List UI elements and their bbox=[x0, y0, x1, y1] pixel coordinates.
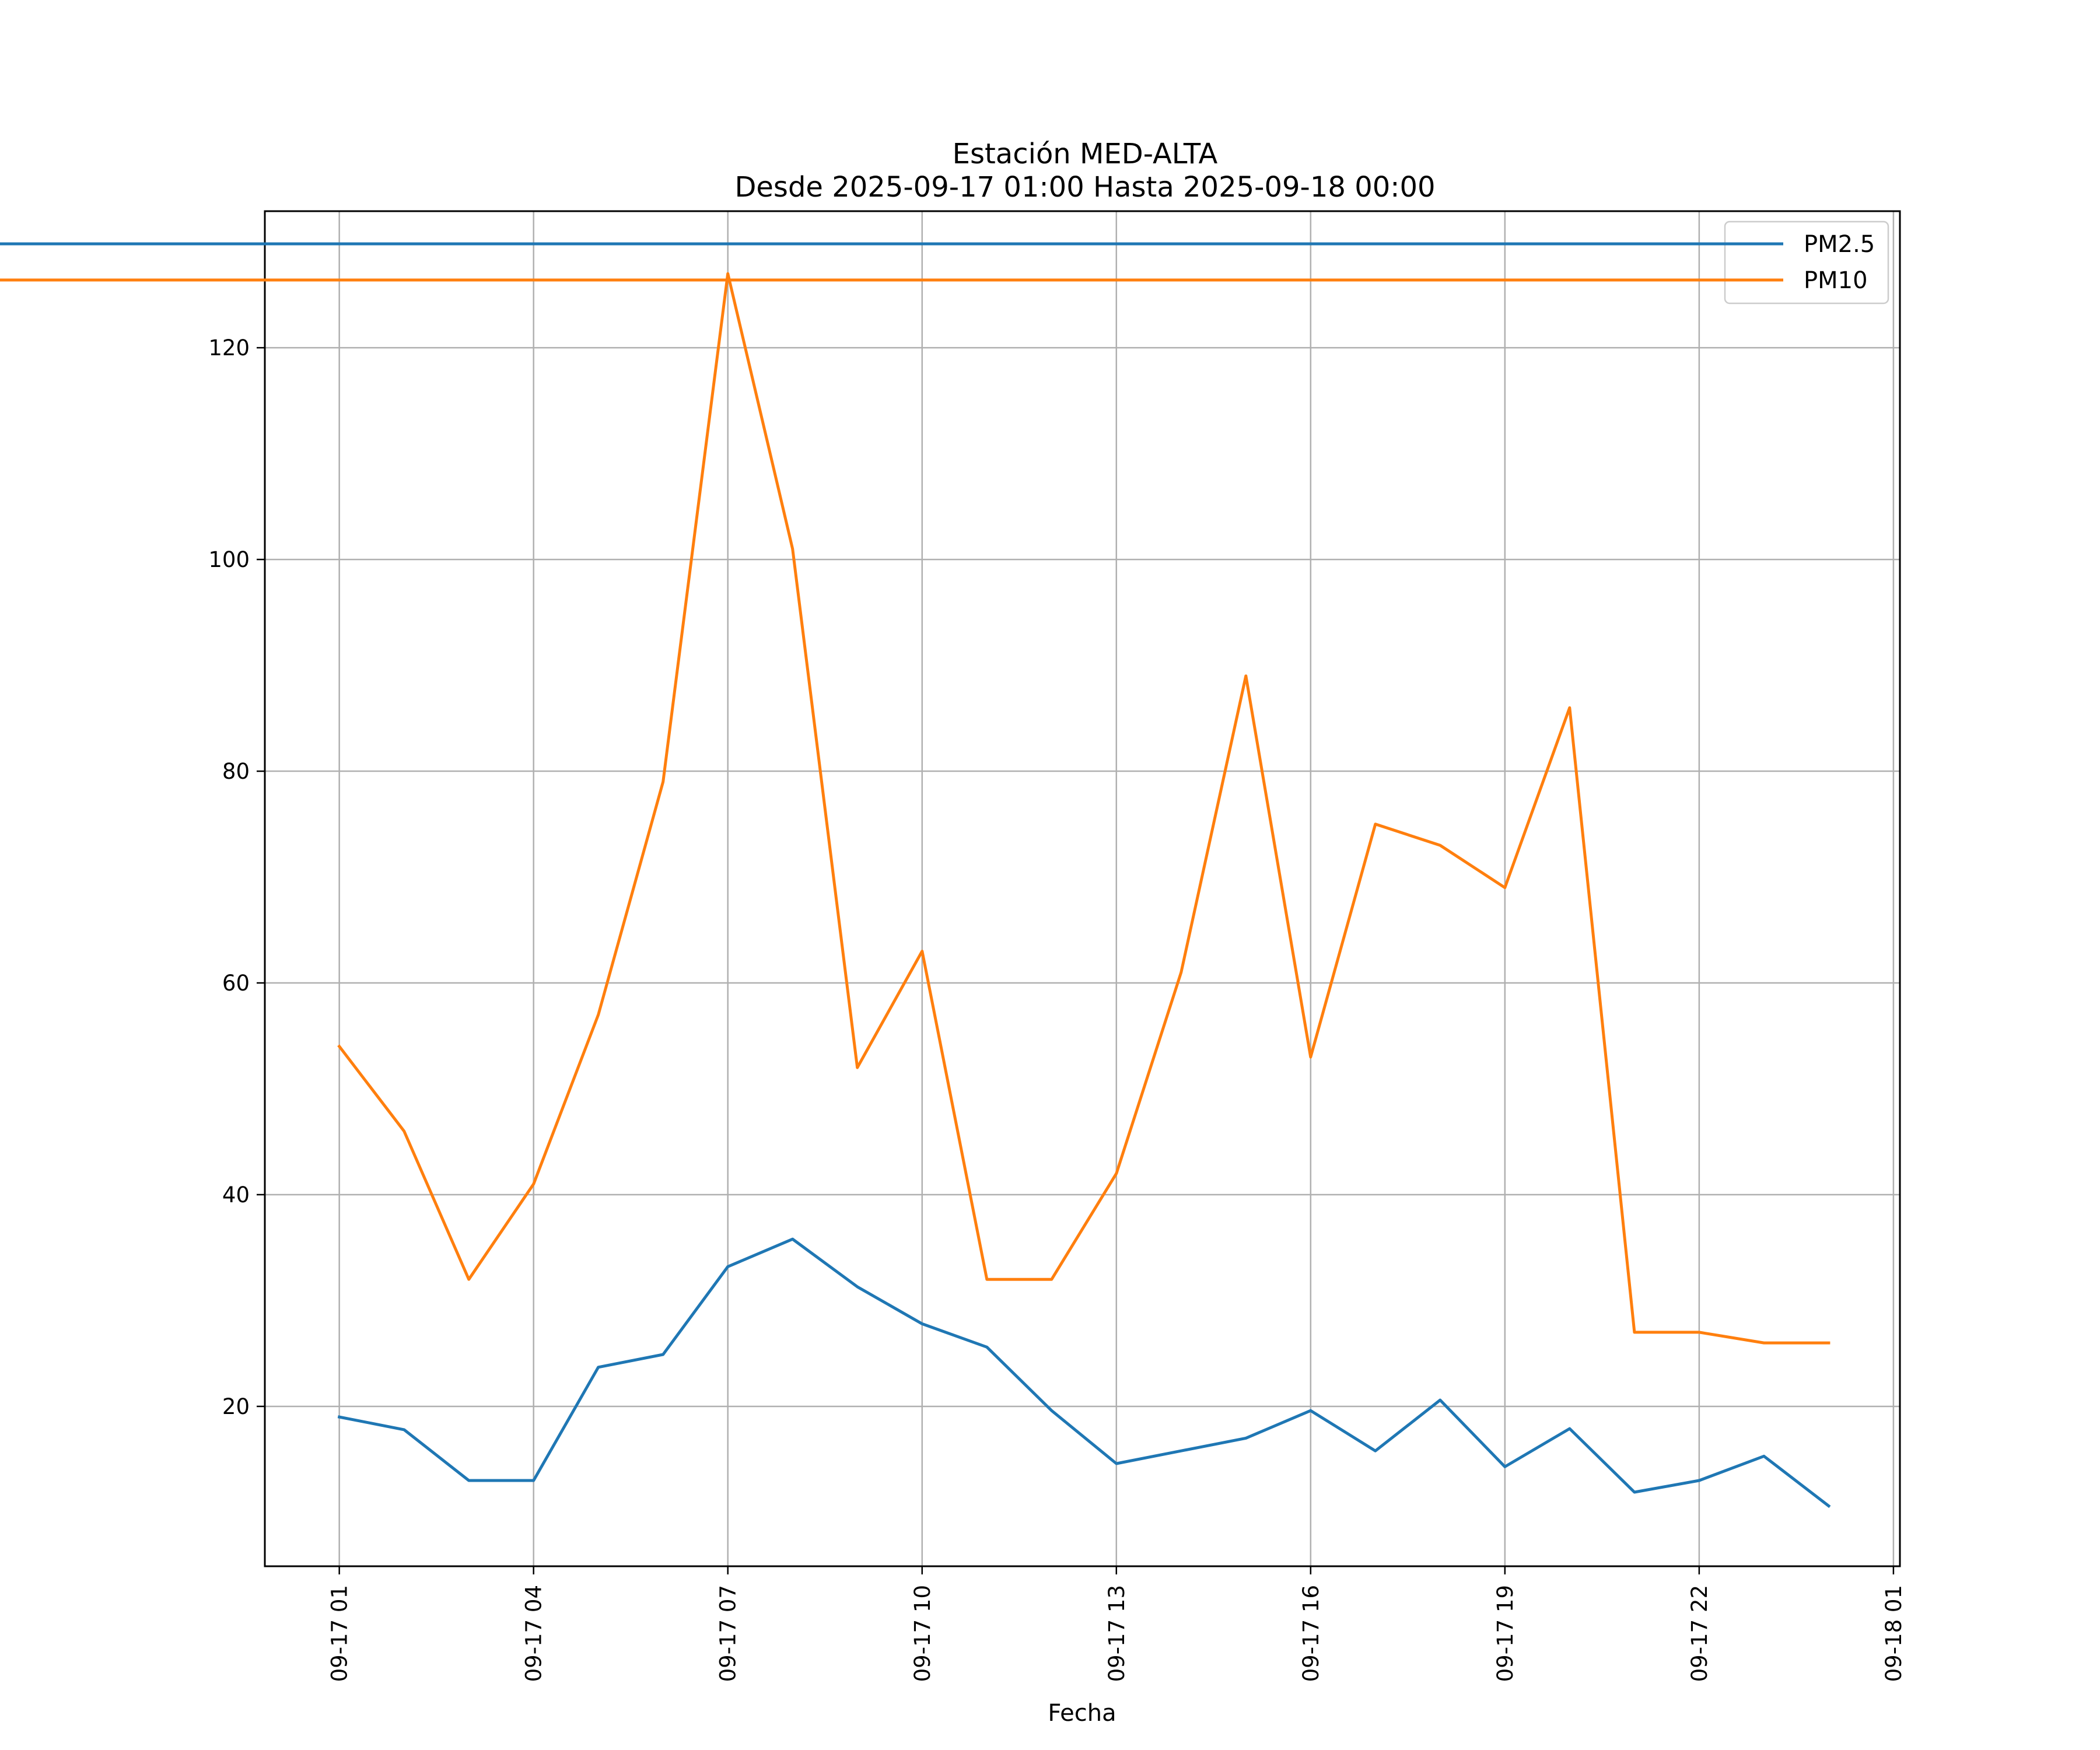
x-tick-label: 09-17 01 bbox=[327, 1585, 352, 1682]
y-tick-label: 100 bbox=[208, 547, 250, 572]
legend-label-pm25: PM2.5 bbox=[1804, 231, 1875, 258]
series-line-pm25 bbox=[337, 1237, 1831, 1508]
chart-subtitle: Desde 2025-09-17 01:00 Hasta 2025-09-18 … bbox=[734, 171, 1435, 204]
x-axis-label: Fecha bbox=[1048, 1700, 1116, 1727]
y-tick-label: 60 bbox=[222, 971, 250, 996]
y-axis: 20 40 60 80 100 120 bbox=[208, 335, 265, 1419]
x-axis: 09-17 01 09-17 04 09-17 07 09-17 10 09-17 13… bbox=[327, 1566, 1906, 1682]
x-tick-label: 09-17 04 bbox=[522, 1585, 547, 1682]
x-tick-label: 09-18 01 bbox=[1881, 1585, 1906, 1682]
x-tick-label: 09-17 07 bbox=[716, 1585, 741, 1682]
y-tick-label: 80 bbox=[222, 759, 250, 784]
y-tick-label: 20 bbox=[222, 1394, 250, 1419]
y-tick-label: 120 bbox=[208, 335, 250, 360]
y-tick-label: 40 bbox=[222, 1182, 250, 1208]
legend: PM2.5 PM10 bbox=[0, 220, 1889, 304]
grid bbox=[265, 211, 1900, 1566]
x-tick-label: 09-17 22 bbox=[1687, 1585, 1712, 1682]
x-tick-label: 09-17 16 bbox=[1298, 1585, 1324, 1682]
chart-title: Estación MED-ALTA bbox=[953, 138, 1218, 170]
x-tick-label: 09-17 10 bbox=[910, 1585, 935, 1682]
x-tick-label: 09-17 13 bbox=[1104, 1585, 1129, 1682]
legend-label-pm10: PM10 bbox=[1804, 267, 1868, 294]
plot-frame bbox=[264, 210, 1901, 1567]
x-tick-label: 09-17 19 bbox=[1493, 1585, 1518, 1682]
legend-box bbox=[1724, 220, 1889, 304]
series-line-pm10 bbox=[337, 272, 1831, 1345]
series-lines bbox=[337, 272, 1831, 1508]
